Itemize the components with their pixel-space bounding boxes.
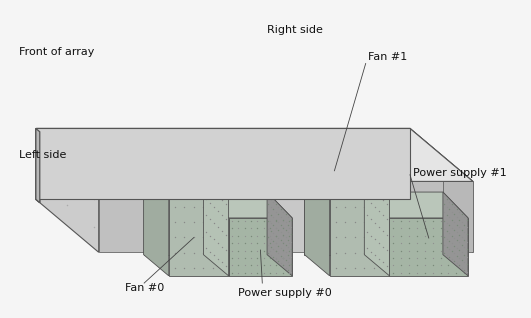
Text: Fan #0: Fan #0 [125, 283, 164, 293]
Polygon shape [364, 171, 389, 276]
Polygon shape [36, 128, 473, 181]
Polygon shape [443, 192, 468, 276]
Text: Power supply #1: Power supply #1 [413, 168, 507, 178]
Polygon shape [443, 181, 473, 252]
Polygon shape [304, 171, 389, 199]
Polygon shape [36, 128, 40, 203]
Polygon shape [203, 192, 292, 218]
Text: Power supply #0: Power supply #0 [238, 288, 331, 298]
Polygon shape [330, 199, 389, 276]
Polygon shape [389, 218, 468, 276]
Polygon shape [36, 128, 473, 181]
Text: Right side: Right side [267, 25, 323, 35]
Polygon shape [410, 128, 473, 252]
Polygon shape [143, 171, 229, 199]
Polygon shape [364, 192, 468, 218]
Text: Left side: Left side [19, 150, 66, 160]
Polygon shape [36, 128, 99, 252]
Polygon shape [143, 171, 203, 255]
Polygon shape [267, 181, 304, 252]
Polygon shape [304, 171, 330, 276]
Polygon shape [267, 192, 292, 276]
Polygon shape [36, 128, 410, 199]
Text: Front of array: Front of array [19, 47, 95, 57]
Polygon shape [203, 171, 229, 276]
Polygon shape [99, 181, 143, 252]
Polygon shape [36, 128, 40, 203]
Polygon shape [143, 171, 169, 276]
Polygon shape [304, 171, 364, 255]
Polygon shape [169, 199, 229, 276]
Text: Fan #1: Fan #1 [367, 52, 407, 61]
Polygon shape [36, 128, 410, 199]
Polygon shape [364, 192, 443, 255]
Polygon shape [203, 192, 267, 255]
Polygon shape [229, 218, 292, 276]
